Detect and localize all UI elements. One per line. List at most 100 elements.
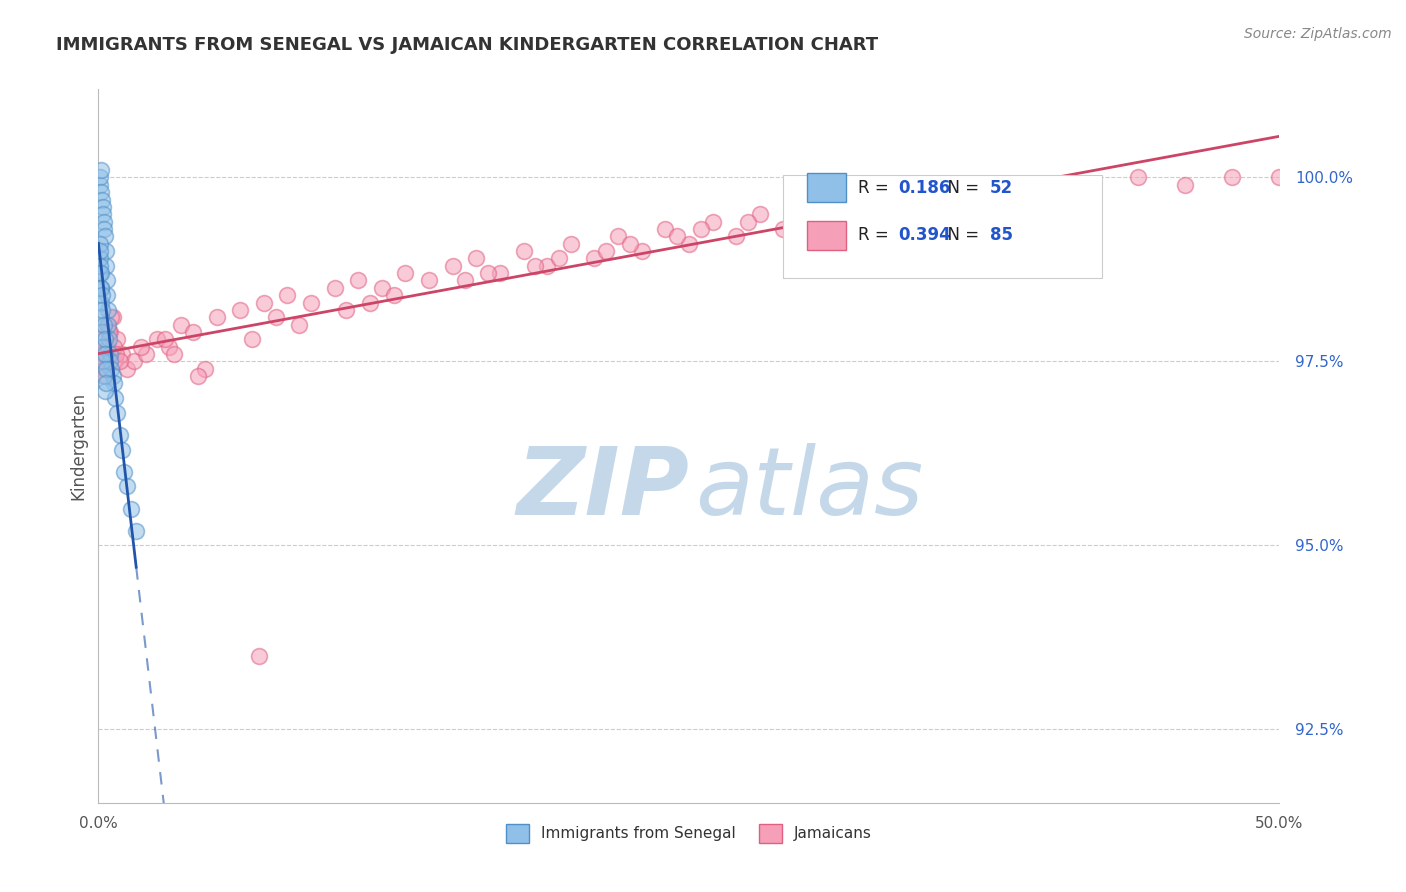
Point [194, 361, 217, 376]
Point [97, 302, 120, 317]
Point [89, 170, 111, 185]
Text: atlas: atlas [695, 443, 924, 534]
Point [163, 347, 186, 361]
Point [453, 273, 475, 287]
Text: ZIP: ZIP [516, 442, 689, 535]
Point [115, 361, 138, 376]
Point [93, 361, 115, 376]
Point [548, 252, 571, 266]
Point [253, 295, 276, 310]
Point [111, 347, 134, 361]
Point [89, 259, 111, 273]
Point [100, 361, 122, 376]
Point [299, 295, 322, 310]
Point [96, 288, 118, 302]
Point [108, 428, 131, 442]
Point [229, 302, 252, 317]
Point [90, 288, 112, 302]
Point [654, 222, 676, 236]
Point [97, 340, 120, 354]
Text: 52: 52 [990, 178, 1014, 196]
Point [702, 214, 724, 228]
Point [98, 325, 121, 339]
Point [748, 207, 770, 221]
Point [94, 369, 117, 384]
Point [91, 302, 114, 317]
Point [153, 332, 176, 346]
Point [96, 318, 118, 332]
Point [170, 318, 193, 332]
Point [91, 325, 114, 339]
Point [90, 163, 112, 178]
Point [844, 200, 866, 214]
Point [264, 310, 287, 325]
Point [105, 347, 128, 361]
Text: N =: N = [936, 178, 984, 196]
Point [678, 236, 700, 251]
Text: 85: 85 [990, 227, 1014, 244]
Point [125, 524, 148, 538]
Point [1174, 178, 1197, 192]
Text: Source: ZipAtlas.com: Source: ZipAtlas.com [1244, 27, 1392, 41]
Point [94, 259, 117, 273]
Legend: Immigrants from Senegal, Jamaicans: Immigrants from Senegal, Jamaicans [501, 818, 877, 848]
Point [689, 222, 711, 236]
Point [1268, 170, 1291, 185]
Point [938, 185, 960, 199]
Point [240, 332, 263, 346]
Point [583, 252, 606, 266]
Point [247, 648, 270, 663]
Point [104, 354, 127, 368]
Point [129, 340, 152, 354]
Point [157, 340, 180, 354]
Point [772, 222, 794, 236]
Point [890, 193, 912, 207]
Point [524, 259, 547, 273]
Point [93, 214, 115, 228]
Point [382, 288, 405, 302]
Point [91, 340, 114, 354]
Point [111, 442, 134, 457]
Text: N =: N = [936, 227, 984, 244]
Point [98, 347, 121, 361]
Point [90, 185, 112, 199]
Point [796, 207, 818, 221]
Point [90, 332, 112, 346]
Point [371, 281, 394, 295]
Point [96, 376, 118, 391]
Point [984, 185, 1007, 199]
Point [101, 310, 124, 325]
Point [98, 354, 121, 368]
Point [96, 273, 118, 287]
Point [89, 244, 111, 258]
Point [607, 229, 630, 244]
Point [135, 347, 157, 361]
Point [101, 369, 124, 384]
Point [121, 501, 143, 516]
Point [323, 281, 346, 295]
Point [93, 354, 115, 368]
Point [115, 479, 138, 493]
Point [949, 185, 972, 199]
Point [276, 288, 298, 302]
Point [105, 406, 128, 420]
Point [94, 244, 117, 258]
Point [91, 200, 114, 214]
Point [146, 332, 169, 346]
FancyBboxPatch shape [807, 173, 846, 202]
Point [1080, 178, 1102, 192]
Point [666, 229, 689, 244]
Point [1032, 178, 1054, 192]
Point [807, 200, 830, 214]
Point [91, 354, 114, 368]
Point [418, 273, 440, 287]
Point [98, 332, 121, 346]
Point [725, 229, 748, 244]
Point [103, 376, 125, 391]
Point [90, 310, 112, 325]
Point [94, 347, 117, 361]
Point [91, 347, 114, 361]
FancyBboxPatch shape [807, 221, 846, 250]
Point [100, 310, 122, 325]
Point [89, 236, 111, 251]
